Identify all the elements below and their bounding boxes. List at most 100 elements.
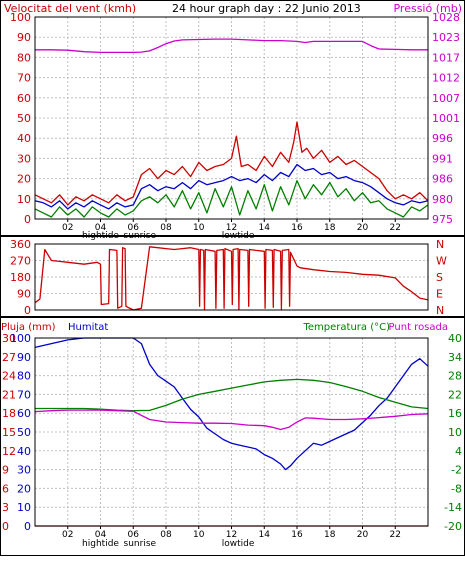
temperature-tick-label: 40 [448,332,462,345]
x-tick-label: 14 [259,223,271,233]
compass-label: N [436,304,444,317]
x-tick-label: 16 [291,530,303,540]
humidity-tick-label: 0 [24,520,31,533]
x-marker-label: hightide [82,539,119,549]
x-tick-label: 10 [193,223,205,233]
x-tick-label: 16 [291,223,303,233]
compass-label: S [436,271,443,284]
plot-frame-direction [34,243,429,311]
x-tick-label: 22 [390,223,401,233]
pressure-tick-label: 1017 [432,51,460,64]
temperature-tick-label: 28 [448,370,462,383]
humidity-tick-label: 90 [17,351,31,364]
series-line-ratxa [34,121,429,206]
temperature-tick-label: 34 [448,351,462,364]
rain-tick-label: 3 [2,501,9,514]
x-tick-label: 20 [357,223,369,233]
temperature-tick-label: 10 [448,426,462,439]
pressure-tick-label: 1012 [432,72,460,85]
wind-speed-tick-label: 60 [17,92,31,105]
direction-tick-label: 90 [17,288,31,301]
x-marker-label: sunrise [124,231,157,241]
rain-tick-label: 0 [2,520,9,533]
humidity-tick-label: 60 [17,407,31,420]
x-tick-label: 18 [324,223,336,233]
x-tick-label: 02 [62,223,73,233]
rain-tick-label: 18 [2,407,16,420]
direction-tick-label: 180 [10,271,31,284]
x-tick-label: 02 [62,530,73,540]
compass-label: W [436,255,447,268]
pressure-tick-label: 1001 [432,112,460,125]
pressure-tick-label: 1028 [432,11,460,24]
series-line-velocitat-m-nima [34,179,429,218]
x-tick-label: 04 [95,223,107,233]
temperature-axis-title: Temperatura (°C) [302,322,390,333]
rain-tick-label: 30 [2,332,16,345]
humidity-tick-label: 30 [17,464,31,477]
pressure-tick-label: 980 [432,193,453,206]
pressure-tick-label: 986 [432,173,453,186]
x-tick-label: 14 [259,530,271,540]
humidity-tick-label: 40 [17,445,31,458]
grid-layer [35,17,428,526]
rain-tick-label: 6 [2,482,9,495]
wind-speed-tick-label: 80 [17,51,31,64]
temperature-tick-label: 16 [448,407,462,420]
wind-speed-axis-title: Velocitat del vent (kmh) [4,2,136,15]
wind-speed-tick-label: 70 [17,72,31,85]
series-line-wind-direction [34,246,429,311]
x-tick-label: 08 [160,530,172,540]
humidity-tick-label: 80 [17,370,31,383]
pressure-tick-label: 996 [432,132,453,145]
rain-tick-label: 15 [2,426,16,439]
pressure-axis-title: Pressió (mb) [393,2,462,15]
x-tick-label: 12 [226,223,237,233]
wind-speed-tick-label: 50 [17,112,31,125]
x-tick-label: 12 [226,530,237,540]
wind-speed-tick-label: 10 [17,193,31,206]
series-line-velocitat-mitjana [34,163,429,210]
x-tick-label: 20 [357,530,369,540]
temperature-tick-label: -14 [444,501,462,514]
wind-speed-tick-label: 40 [17,132,31,145]
x-marker-label: lowtide [222,231,255,241]
rain-tick-label: 21 [2,388,16,401]
x-marker-label: lowtide [222,539,255,549]
x-marker-label: hightide [82,231,119,241]
pressure-tick-label: 1007 [432,92,460,105]
temperature-tick-label: -8 [451,482,462,495]
wind-speed-tick-label: 0 [24,213,31,226]
temperature-tick-label: 22 [448,388,462,401]
compass-label: E [436,288,443,301]
direction-tick-label: 0 [24,304,31,317]
humidity-tick-label: 70 [17,388,31,401]
rain-tick-label: 9 [2,464,9,477]
x-tick-label: 06 [128,530,140,540]
wind-speed-tick-label: 90 [17,31,31,44]
wind-speed-tick-label: 100 [10,11,31,24]
x-marker-label: sunrise [124,539,157,549]
humidity-tick-label: 20 [17,482,31,495]
series-line-humitat [34,337,429,471]
x-tick-label: 22 [390,530,401,540]
direction-tick-label: 270 [10,255,31,268]
temperature-tick-label: -20 [444,520,462,533]
rain-tick-label: 24 [2,370,16,383]
series-layer [34,38,429,527]
wind-speed-tick-label: 30 [17,152,31,165]
humidity-axis-title: Humitat [68,322,108,333]
x-tick-label: 06 [128,223,140,233]
series-line-punt-rosada [34,409,429,431]
compass-label: N [436,238,444,251]
direction-tick-label: 360 [10,238,31,251]
pressure-tick-label: 975 [432,213,453,226]
humidity-tick-label: 100 [10,332,31,345]
series-line-temperatura [35,378,429,412]
wind-speed-tick-label: 20 [17,173,31,186]
x-tick-label: 18 [324,530,336,540]
series-line-pressi- [35,38,428,54]
